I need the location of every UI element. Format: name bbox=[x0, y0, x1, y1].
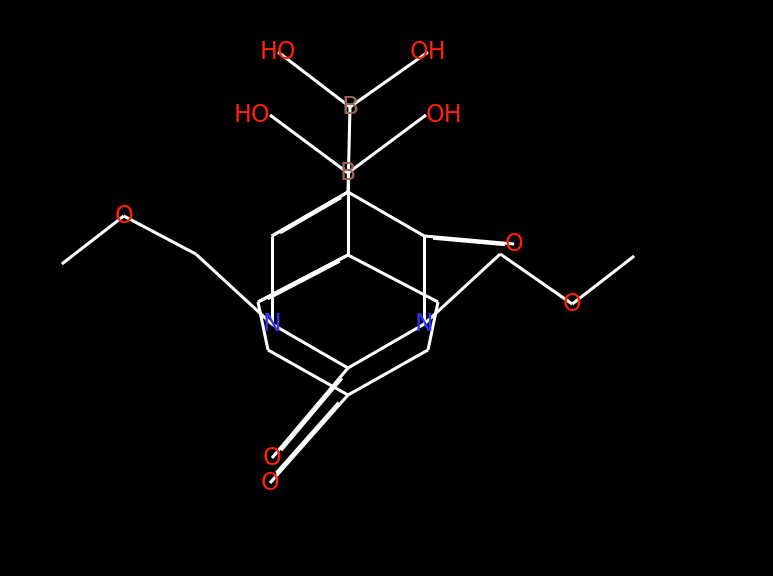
Text: B: B bbox=[342, 95, 359, 119]
Text: O: O bbox=[261, 471, 279, 495]
Text: O: O bbox=[263, 446, 281, 470]
Text: N: N bbox=[262, 312, 281, 336]
Text: O: O bbox=[114, 204, 133, 228]
Text: HO: HO bbox=[233, 103, 270, 127]
Text: OH: OH bbox=[410, 40, 446, 64]
Text: N: N bbox=[415, 312, 434, 336]
Text: O: O bbox=[505, 232, 523, 256]
Text: B: B bbox=[340, 161, 356, 185]
Text: HO: HO bbox=[260, 40, 296, 64]
Text: O: O bbox=[563, 292, 581, 316]
Text: OH: OH bbox=[426, 103, 462, 127]
